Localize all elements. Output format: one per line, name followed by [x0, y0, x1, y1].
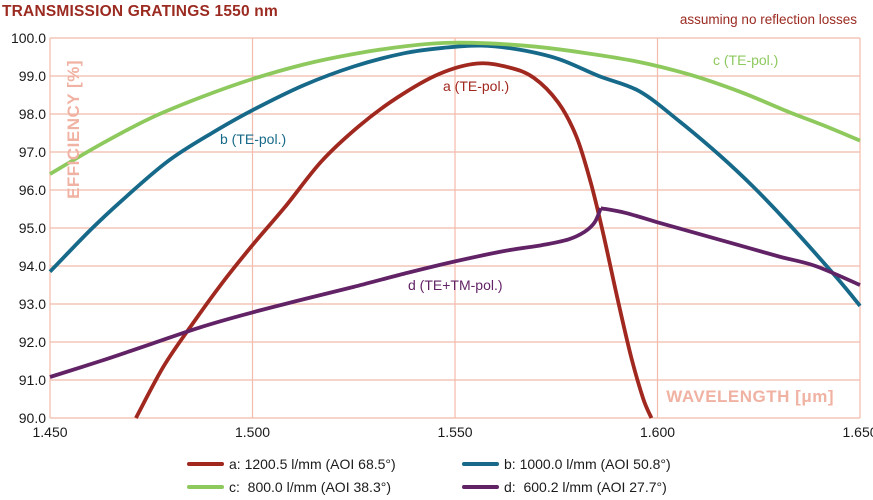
x-tick-label: 1.650	[842, 424, 873, 440]
legend-swatch-b	[462, 462, 499, 466]
x-tick-label: 1.600	[639, 424, 676, 440]
legend-swatch-c	[187, 485, 224, 489]
plot-area: EFFICIENCY [%] WAVELENGTH [μm] a (TE-pol…	[48, 37, 862, 419]
legend-swatch-a	[187, 462, 224, 466]
curve-d	[600, 206, 861, 287]
x-axis-title: WAVELENGTH [μm]	[666, 387, 834, 406]
legend: a: 1200.5 l/mm (AOI 68.5°) b: 1000.0 l/mm…	[187, 456, 671, 495]
y-axis-title: EFFICIENCY [%]	[64, 60, 83, 199]
x-tick-label: 1.550	[437, 424, 473, 440]
curve-c	[49, 40, 861, 176]
y-tick-label: 92.0	[18, 334, 46, 350]
curve-label-c: c (TE-pol.)	[713, 52, 779, 68]
curve-b	[48, 43, 862, 308]
chart-subtitle: assuming no reflection losses	[679, 12, 857, 27]
x-tick-label: 1.500	[234, 424, 271, 440]
legend-label-d: d: 600.2 l/mm (AOI 27.7°)	[504, 479, 667, 495]
curve-label-a: a (TE-pol.)	[443, 78, 510, 94]
x-tick-label: 1.450	[32, 424, 68, 440]
legend-item-c: c: 800.0 l/mm (AOI 38.3°)	[187, 479, 462, 495]
curve-d	[49, 207, 603, 379]
y-tick-label: 91.0	[18, 372, 46, 388]
y-tick-label: 95.0	[18, 220, 46, 236]
curve-a	[134, 61, 654, 419]
chart-title: TRANSMISSION GRATINGS 1550 nm	[2, 3, 278, 20]
y-tick-label: 99.0	[18, 68, 46, 84]
legend-label-a: a: 1200.5 l/mm (AOI 68.5°)	[229, 456, 396, 472]
legend-item-d: d: 600.2 l/mm (AOI 27.7°)	[462, 479, 671, 495]
plot-svg	[48, 37, 862, 419]
legend-item-b: b: 1000.0 l/mm (AOI 50.8°)	[462, 456, 671, 472]
legend-swatch-d	[462, 485, 499, 489]
legend-item-a: a: 1200.5 l/mm (AOI 68.5°)	[187, 456, 462, 472]
curve-label-b: b (TE-pol.)	[220, 131, 287, 147]
legend-label-b: b: 1000.0 l/mm (AOI 50.8°)	[504, 456, 671, 472]
y-tick-label: 98.0	[18, 106, 46, 122]
legend-label-c: c: 800.0 l/mm (AOI 38.3°)	[229, 479, 391, 495]
y-tick-label: 100.0	[10, 30, 46, 46]
y-tick-label: 97.0	[18, 144, 46, 160]
y-tick-label: 90.0	[18, 410, 46, 426]
y-tick-label: 93.0	[18, 296, 46, 312]
y-tick-label: 94.0	[18, 258, 46, 274]
curve-label-d: d (TE+TM-pol.)	[408, 277, 503, 293]
y-tick-label: 96.0	[18, 182, 46, 198]
